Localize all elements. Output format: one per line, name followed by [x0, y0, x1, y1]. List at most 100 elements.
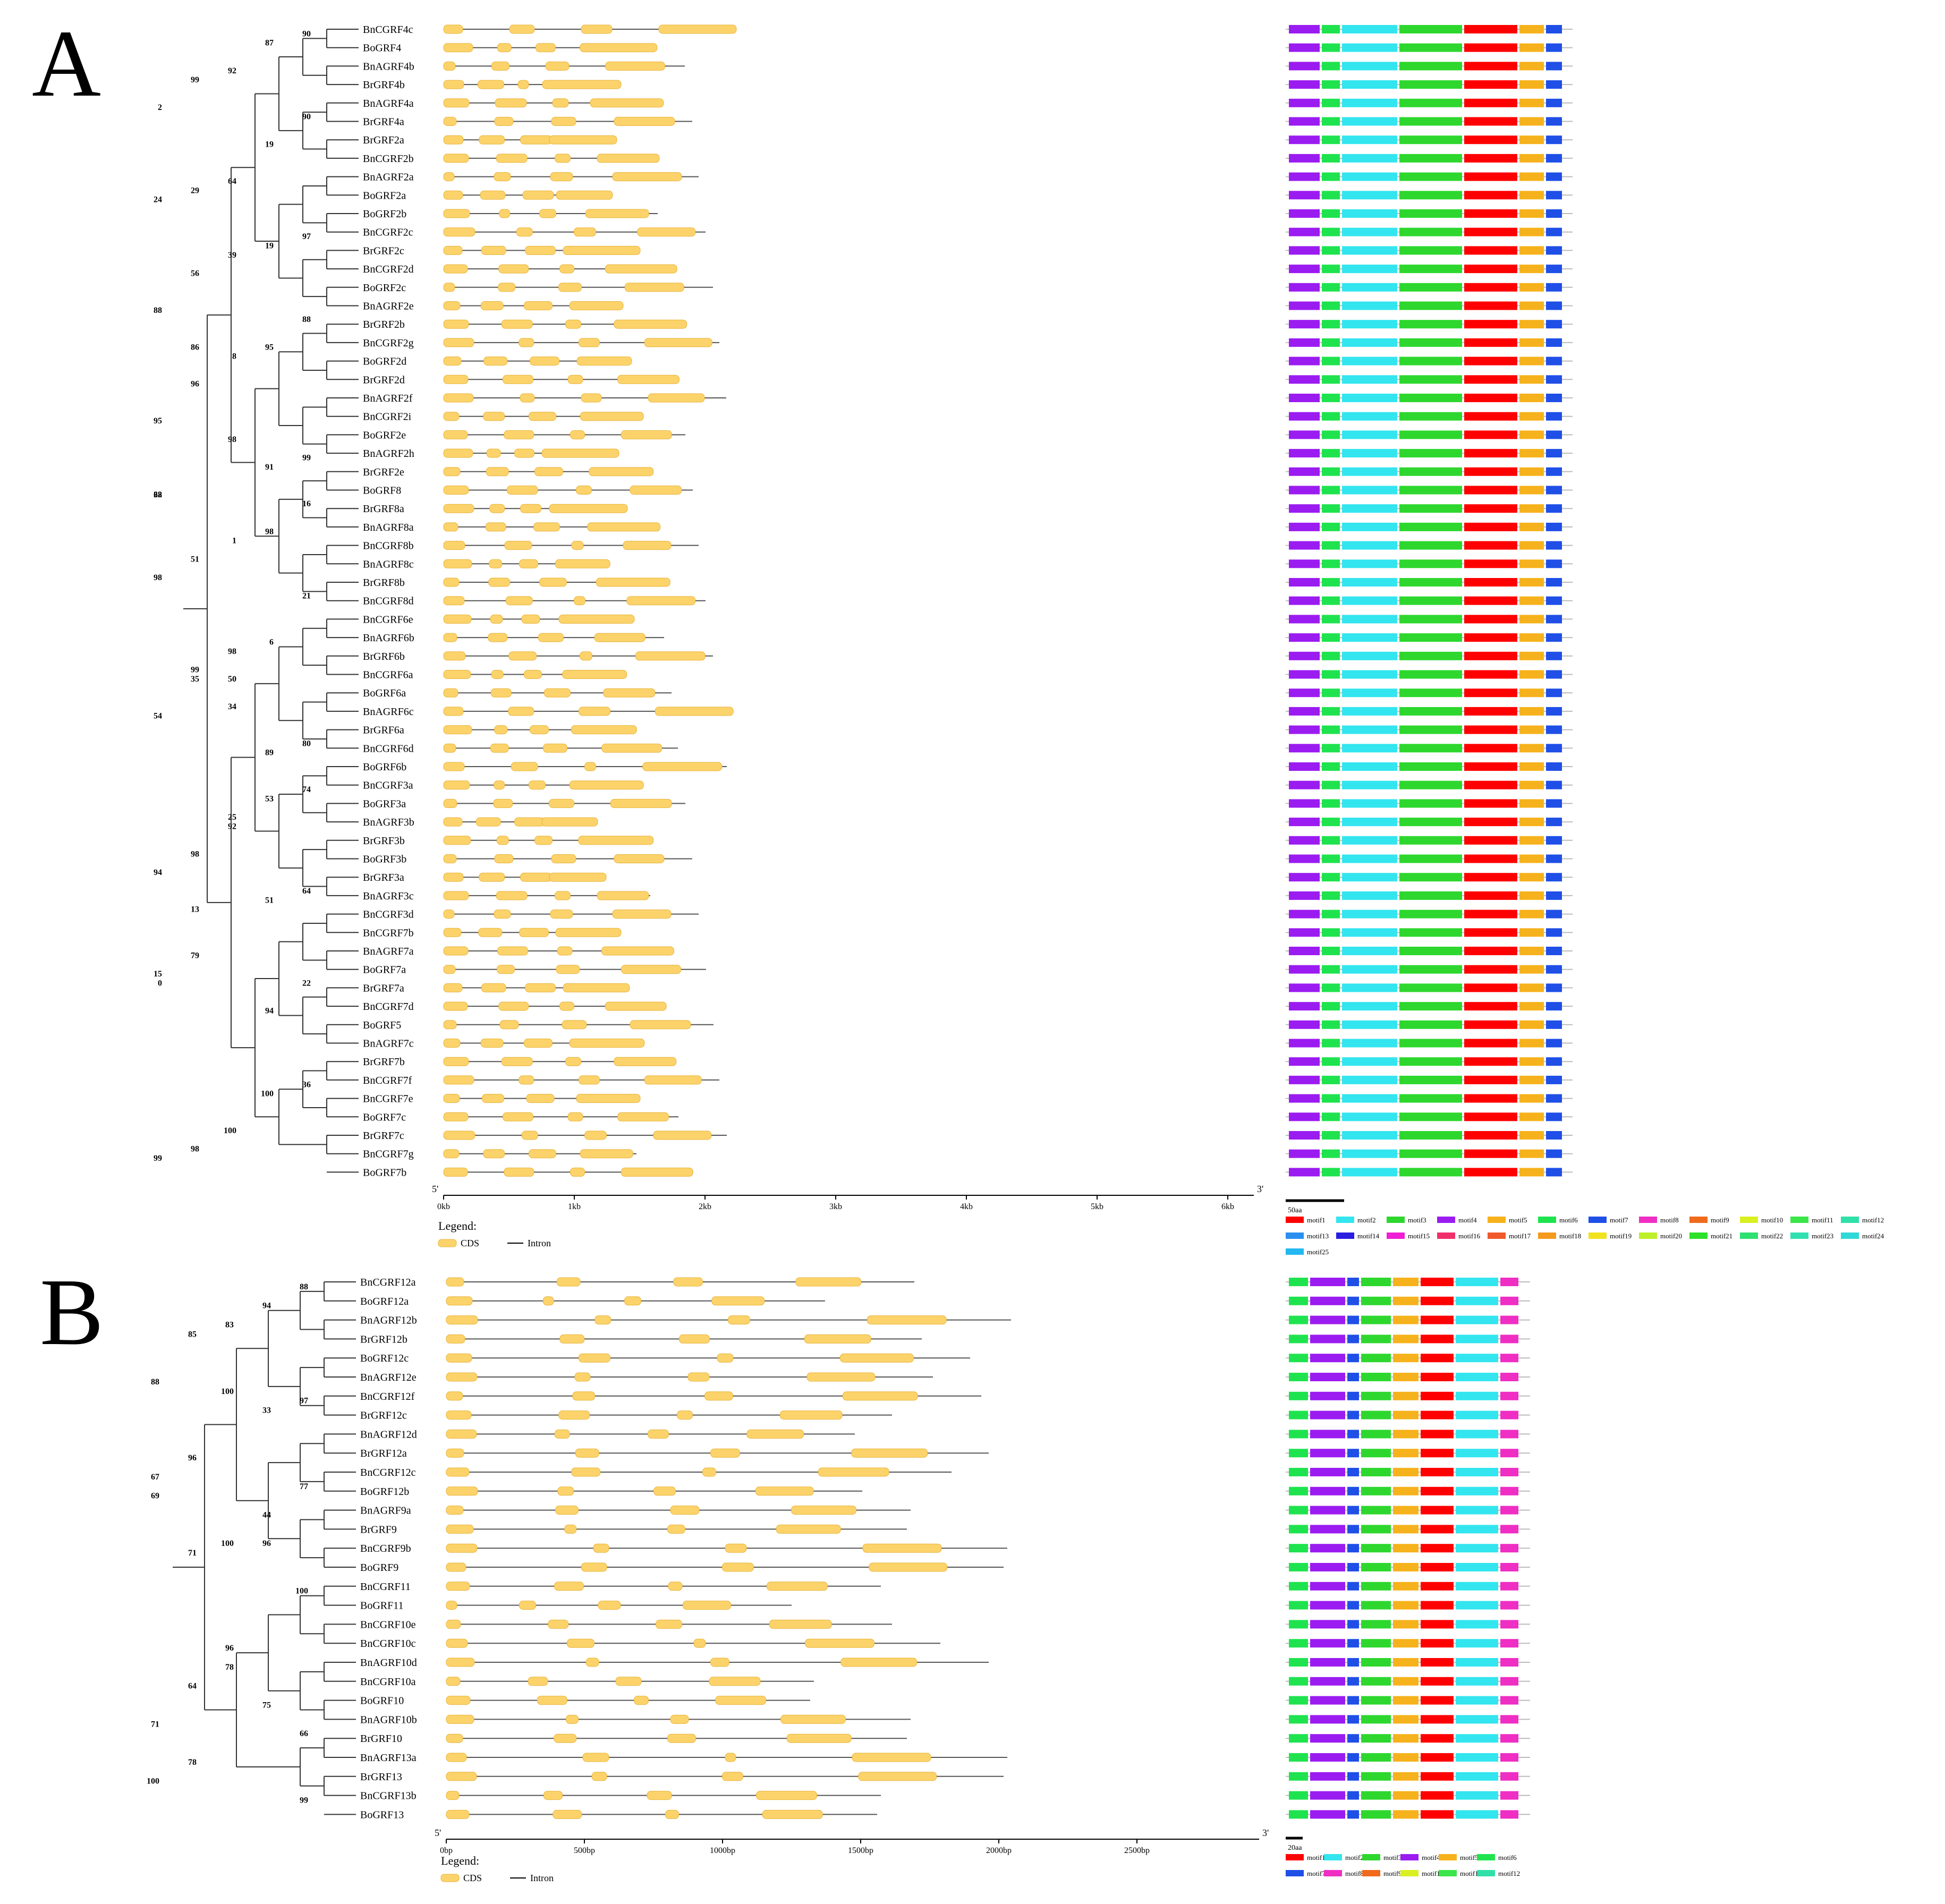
cds-exon: [617, 375, 680, 384]
motif-box: [1347, 1791, 1359, 1800]
cds-exon: [648, 393, 705, 403]
bootstrap-label: 94: [262, 1302, 271, 1311]
cds-exon: [514, 817, 545, 827]
axis-tick-label: 6kb: [1221, 1202, 1234, 1211]
cds-exon: [443, 1039, 461, 1048]
motif-box: [1289, 430, 1320, 439]
motif-box: [1393, 1620, 1419, 1629]
motif-box: [1399, 633, 1462, 642]
motif-box: [1456, 1315, 1498, 1324]
bootstrap-label: 98: [228, 435, 236, 444]
motif-box: [1289, 725, 1320, 734]
motif-box: [1393, 1696, 1419, 1705]
cds-exon: [519, 559, 538, 568]
cds-exon: [491, 670, 504, 679]
motif-box: [1464, 227, 1517, 236]
cds-exon: [617, 1112, 669, 1121]
cds-exon: [786, 1733, 852, 1743]
motif-box: [1322, 338, 1340, 347]
motif-legend-swatch: [1387, 1232, 1405, 1239]
motif-legend-swatch: [1639, 1232, 1657, 1239]
motif-legend-swatch: [1387, 1217, 1405, 1223]
cds-exon: [541, 817, 598, 827]
motif-box: [1546, 541, 1562, 550]
axis-tick-label: 2000bp: [986, 1846, 1012, 1855]
cds-exon: [579, 1353, 610, 1363]
cds-exon: [443, 983, 463, 992]
motif-box: [1421, 1696, 1454, 1705]
motif-legend-swatch: [1362, 1870, 1380, 1876]
motif-box: [1546, 25, 1562, 33]
motif-box: [1342, 1131, 1397, 1140]
motif-box: [1322, 394, 1340, 402]
motif-box: [1519, 910, 1544, 919]
bootstrap-label: 96: [188, 1454, 197, 1463]
bootstrap-label: 64: [302, 887, 311, 896]
cds-exon: [725, 1753, 736, 1762]
motif-box: [1289, 1582, 1308, 1591]
cds-exon: [571, 725, 637, 735]
cds-exon: [840, 1353, 914, 1363]
cds-exon: [562, 670, 627, 679]
gene-label: BnCGRF12f: [360, 1391, 415, 1402]
motif-box: [1361, 1677, 1391, 1686]
motif-box: [1464, 1057, 1517, 1066]
motif-box: [1289, 1544, 1308, 1553]
motif-box: [1546, 320, 1562, 329]
cds-exon: [563, 983, 630, 992]
cds-exon: [443, 670, 471, 679]
cds-exon: [791, 1506, 856, 1515]
motif-legend-label: motif24: [1862, 1232, 1884, 1240]
motif-box: [1464, 633, 1517, 642]
motif-box: [1322, 486, 1340, 495]
cds-exon: [545, 61, 570, 71]
motif-box: [1289, 172, 1320, 181]
bootstrap-label: 71: [151, 1720, 159, 1729]
gene-label: BrGRF2e: [363, 466, 404, 478]
motif-box: [1519, 762, 1544, 771]
cds-exon: [524, 1039, 553, 1048]
cds-exon: [762, 1809, 823, 1819]
motif-box: [1399, 172, 1462, 181]
bootstrap-label: 13: [191, 905, 199, 914]
motif-box: [1347, 1658, 1359, 1667]
motif-box: [1289, 983, 1320, 992]
cds-exon: [580, 43, 658, 53]
motif-box: [1289, 1620, 1308, 1629]
cds-exon: [443, 541, 465, 550]
gene-label: BoGRF2a: [363, 190, 406, 201]
motif-box: [1456, 1696, 1498, 1705]
motif-box: [1289, 762, 1320, 771]
cds-exon: [655, 707, 734, 716]
gene-label: BnCGRF7d: [363, 1001, 414, 1013]
motif-box: [1310, 1677, 1345, 1686]
motif-box: [1421, 1525, 1454, 1534]
cds-exon: [498, 283, 516, 292]
motif-box: [1464, 1149, 1517, 1158]
motif-box: [1399, 338, 1462, 347]
motif-box: [1289, 596, 1320, 605]
motif-box: [1289, 965, 1320, 974]
gene-label: BoGRF7a: [363, 964, 406, 976]
cds-exon: [496, 891, 528, 900]
cds-exon: [549, 135, 617, 144]
cds-exon: [443, 301, 461, 310]
motif-box: [1342, 873, 1397, 882]
motif-box: [1347, 1410, 1359, 1420]
legend-cds-swatch: [438, 1239, 457, 1247]
cds-exon: [446, 1696, 471, 1705]
motif-box: [1289, 1449, 1308, 1458]
motif-box: [1289, 707, 1320, 716]
cds-exon: [443, 375, 469, 384]
motif-box: [1500, 1715, 1518, 1724]
cds-exon: [591, 1772, 607, 1781]
motif-box: [1342, 1020, 1397, 1029]
motif-box: [1322, 62, 1340, 71]
motif-legend-swatch: [1437, 1217, 1455, 1223]
motif-box: [1322, 965, 1340, 974]
motif-box: [1393, 1391, 1419, 1400]
motif-box: [1546, 578, 1562, 586]
motif-box: [1322, 227, 1340, 236]
cds-exon: [558, 1410, 590, 1420]
cds-exon: [852, 1753, 931, 1762]
